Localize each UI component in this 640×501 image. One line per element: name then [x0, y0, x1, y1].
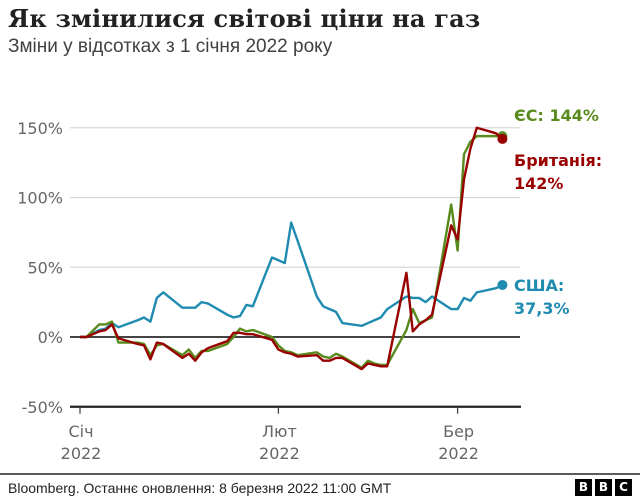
series-line-us [80, 221, 503, 339]
y-axis-labels: 150% 100% 50% 0% -50% [17, 119, 63, 417]
x-tick-month: Лют [262, 422, 297, 441]
series-end-marker-us [497, 279, 508, 290]
chart-subtitle: Зміни у відсотках з 1 січня 2022 року [8, 36, 333, 57]
y-tick-label: 150% [17, 119, 63, 138]
bbc-logo: B B C [575, 479, 632, 496]
x-tick-month: Бер [443, 422, 474, 441]
bbc-logo-letter: B [595, 479, 612, 496]
label-us: США: [514, 276, 564, 295]
chart-title: Як змінилися світові ціни на газ [8, 4, 481, 33]
footer-divider [0, 473, 640, 475]
y-tick-label: 0% [38, 328, 63, 347]
bbc-logo-letter: B [575, 479, 592, 496]
x-axis: Січ 2022 Лют 2022 Бер 2022 [61, 405, 521, 463]
y-tick-label: 100% [17, 189, 63, 208]
x-tick-year: 2022 [438, 444, 479, 463]
x-tick-year: 2022 [61, 444, 102, 463]
series-lines [80, 126, 508, 371]
bbc-logo-letter: C [615, 479, 632, 496]
source-note: Bloomberg. Останнє оновлення: 8 березня … [8, 480, 392, 496]
gridlines [70, 127, 520, 338]
label-uk-value: 142% [514, 174, 563, 193]
series-labels: ЄС: 144% Британія: 142% США: 37,3% [514, 106, 602, 318]
label-eu: ЄС: 144% [514, 106, 599, 125]
series-end-marker-uk [497, 133, 508, 144]
label-us-value: 37,3% [514, 299, 570, 318]
y-tick-label: 50% [27, 258, 63, 277]
y-tick-label: -50% [22, 398, 63, 417]
series-line-eu [80, 134, 503, 369]
series-line-uk [80, 126, 504, 371]
label-uk: Британія: [514, 151, 602, 170]
x-tick-year: 2022 [259, 444, 300, 463]
x-tick-month: Січ [68, 422, 93, 441]
line-chart: 150%100%50%0%-50% Січ2022Лют2022Бер2022 … [17, 106, 602, 463]
